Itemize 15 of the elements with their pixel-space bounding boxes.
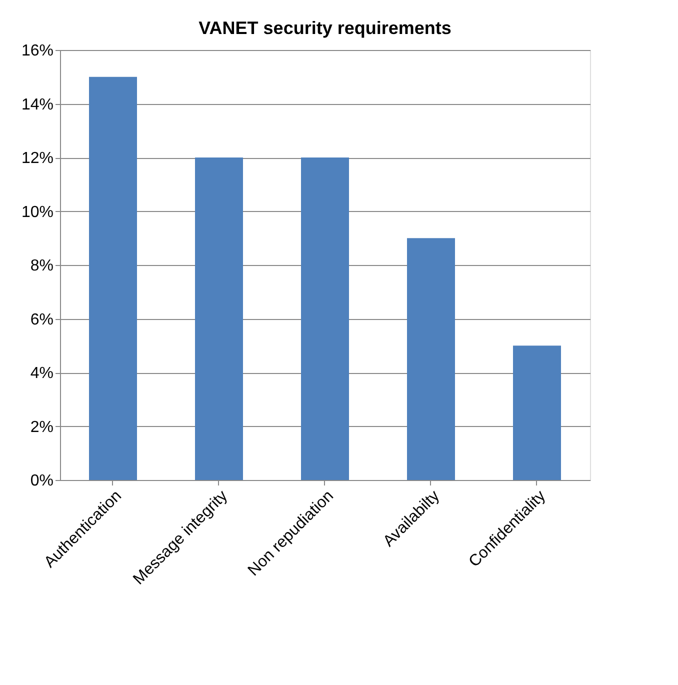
bar xyxy=(195,158,243,480)
y-tick-label: 6% xyxy=(30,311,54,328)
y-tick-label: 4% xyxy=(30,365,54,382)
y-tick-label: 8% xyxy=(30,258,54,274)
y-tick-label: 10% xyxy=(21,204,54,221)
bar xyxy=(89,76,137,480)
bar xyxy=(301,158,349,480)
chart-title: VANET security requirements xyxy=(198,18,452,38)
y-tick-label: 0% xyxy=(30,472,54,490)
y-tick-label: 16% xyxy=(21,42,54,60)
bar xyxy=(407,238,455,480)
y-tick-label: 2% xyxy=(30,418,54,436)
y-tick-label: 14% xyxy=(21,96,54,114)
y-tick-label: 12% xyxy=(21,150,54,167)
bar xyxy=(513,346,561,480)
